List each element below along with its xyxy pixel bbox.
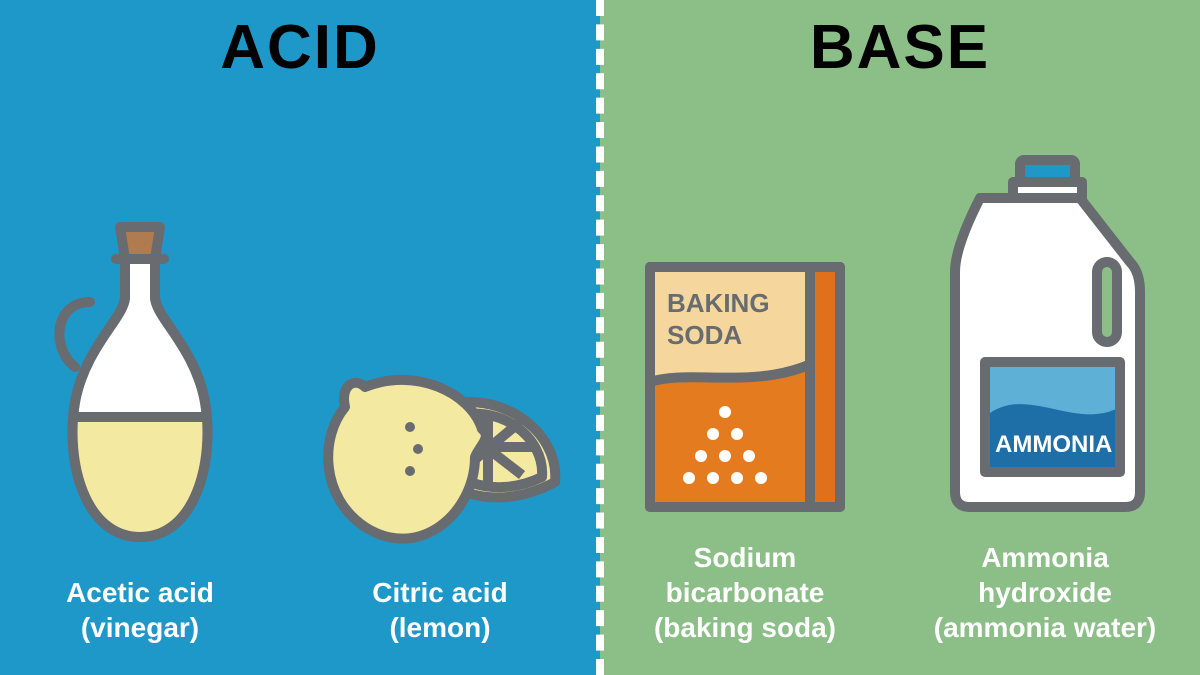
base-panel: BASE <box>600 0 1200 675</box>
ammonia-icon: AMMONIA <box>925 152 1165 522</box>
svg-text:SODA: SODA <box>667 320 742 350</box>
caption-line: (lemon) <box>389 612 490 643</box>
caption-line: (ammonia water) <box>934 612 1157 643</box>
baking-soda-caption: Sodium bicarbonate (baking soda) <box>654 540 836 645</box>
base-items: BAKING SODA Sodium <box>600 83 1200 675</box>
caption-line: (vinegar) <box>81 612 199 643</box>
item-vinegar: Acetic acid (vinegar) <box>30 217 250 645</box>
svg-text:BAKING: BAKING <box>667 288 770 318</box>
panel-divider <box>596 0 604 675</box>
item-baking-soda: BAKING SODA Sodium <box>635 252 855 645</box>
ammonia-caption: Ammonia hydroxide (ammonia water) <box>934 540 1157 645</box>
item-ammonia: AMMONIA Ammonia hydroxide (ammonia water… <box>925 152 1165 645</box>
lemon-caption: Citric acid (lemon) <box>372 575 507 645</box>
caption-line: (baking soda) <box>654 612 836 643</box>
lemon-icon <box>310 337 570 557</box>
base-title: BASE <box>810 12 990 83</box>
acid-panel: ACID <box>0 0 600 675</box>
infographic-container: ACID <box>0 0 1200 675</box>
caption-line: hydroxide <box>978 577 1112 608</box>
acid-title: ACID <box>220 12 380 83</box>
acid-items: Acetic acid (vinegar) <box>0 83 600 675</box>
vinegar-caption: Acetic acid (vinegar) <box>66 575 214 645</box>
vinegar-icon <box>30 217 250 557</box>
caption-line: Acetic acid <box>66 577 214 608</box>
svg-text:AMMONIA: AMMONIA <box>995 431 1112 458</box>
caption-line: Citric acid <box>372 577 507 608</box>
caption-line: Sodium <box>694 542 797 573</box>
baking-soda-icon: BAKING SODA <box>635 252 855 522</box>
caption-line: bicarbonate <box>666 577 825 608</box>
item-lemon: Citric acid (lemon) <box>310 337 570 645</box>
caption-line: Ammonia <box>981 542 1109 573</box>
